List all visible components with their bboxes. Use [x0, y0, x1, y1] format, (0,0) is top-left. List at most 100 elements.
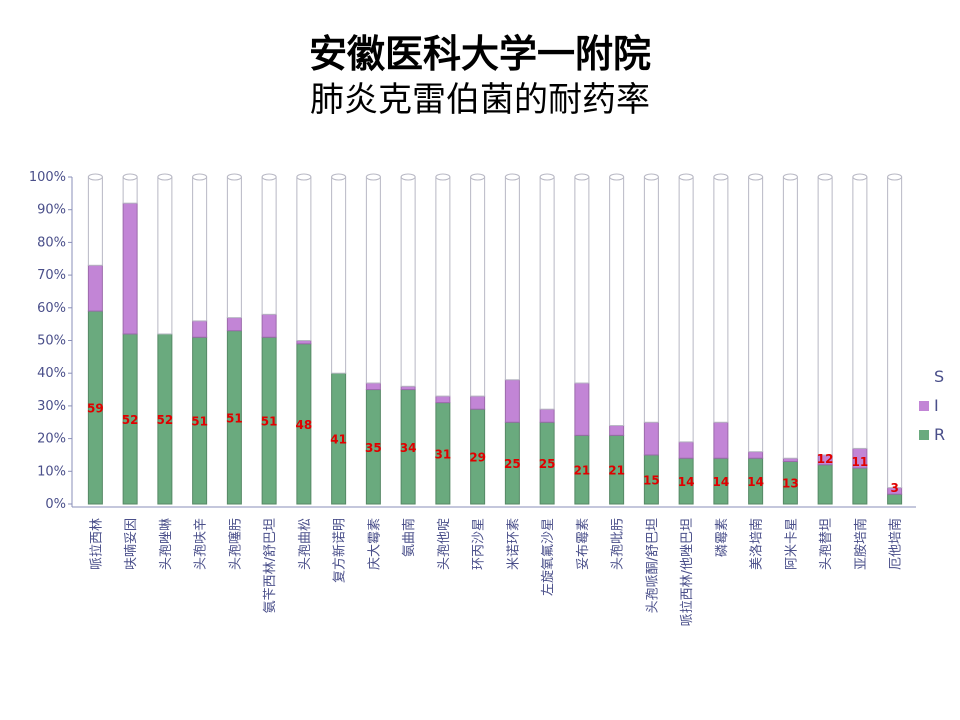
bar-segment-R: [852, 467, 868, 505]
data-label: 51: [261, 415, 278, 429]
x-category-label: 环丙沙星: [472, 518, 487, 570]
bar-group: [122, 173, 138, 505]
bar-group: [192, 173, 208, 505]
bar-top-cap: [574, 173, 590, 181]
bar-group: [261, 173, 277, 505]
bar-segment-I: [435, 395, 451, 404]
x-category-label: 复方新诺明: [332, 518, 348, 583]
data-label: 25: [504, 457, 521, 471]
bar-top-cap: [713, 173, 729, 181]
bar-segment-I: [192, 320, 208, 338]
y-tick-label: 0%: [45, 497, 66, 512]
bar-top-cap: [331, 173, 347, 181]
y-tick-label: 10%: [37, 464, 66, 479]
bar-segment-S: [539, 176, 555, 410]
bar-segment-S: [643, 176, 659, 423]
bar-group: [296, 173, 312, 505]
bar-top-cap: [504, 173, 520, 181]
bar-segment-I: [226, 317, 242, 332]
bar-group: [574, 173, 590, 505]
bar-segment-I: [748, 451, 764, 459]
bar-segment-I: [470, 395, 486, 410]
bar-segment-S: [435, 176, 451, 397]
bar-segment-R: [887, 493, 903, 505]
data-label: 12: [817, 452, 834, 466]
bar-segment-S: [122, 176, 138, 204]
x-category-label: 头孢替坦: [819, 518, 834, 570]
bar-top-cap: [643, 173, 659, 181]
bar-group: [400, 173, 416, 505]
bar-segment-S: [817, 176, 833, 456]
bar-segment-S: [609, 176, 625, 427]
data-label: 41: [330, 433, 347, 447]
bar-segment-S: [296, 176, 312, 341]
bar-segment-I: [539, 408, 555, 423]
y-tick-label: 60%: [37, 301, 66, 316]
bar-segment-I: [713, 421, 729, 459]
bar-group: [713, 173, 729, 505]
bar-group: [435, 173, 451, 505]
title-block: 安徽医科大学一附院 肺炎克雷伯菌的耐药率: [0, 30, 960, 122]
bar-segment-S: [678, 176, 694, 443]
data-label: 13: [782, 477, 799, 491]
bar-group: [504, 173, 520, 505]
x-category-label: 呋喃妥因: [124, 518, 139, 570]
y-tick-label: 100%: [29, 170, 66, 185]
y-tick-label: 50%: [37, 334, 66, 349]
data-label: 11: [852, 455, 869, 469]
bar-segment-I: [87, 264, 103, 312]
y-tick-label: 80%: [37, 235, 66, 250]
bar-segment-S: [782, 176, 798, 459]
data-label: 31: [435, 447, 452, 461]
bar-segment-S: [748, 176, 764, 453]
bar-segment-S: [365, 176, 381, 384]
data-label: 51: [226, 411, 243, 425]
bar-group: [643, 173, 659, 505]
bar-top-cap: [748, 173, 764, 181]
legend: SIR: [919, 367, 945, 444]
x-category-label: 亚胺培南: [853, 518, 869, 570]
bar-group: [365, 173, 381, 505]
x-category-label: 头孢呋辛: [194, 518, 209, 570]
y-tick-label: 90%: [37, 203, 66, 218]
x-category-label: 庆大霉素: [367, 518, 382, 570]
x-category-label: 哌拉西林: [88, 518, 104, 570]
bar-group: [87, 173, 103, 505]
data-label: 14: [678, 475, 695, 489]
data-label: 14: [713, 475, 730, 489]
bar-segment-S: [226, 176, 242, 319]
bar-top-cap: [678, 173, 694, 181]
bar-segment-S: [887, 176, 903, 489]
x-category-label: 阿米卡星: [784, 518, 799, 570]
bar-group: [678, 173, 694, 505]
bar-segment-I: [643, 421, 659, 456]
bar-group: [157, 173, 173, 505]
data-label: 15: [643, 473, 660, 487]
x-category-label: 头孢吡肟: [611, 518, 626, 570]
data-label: 21: [574, 464, 591, 478]
legend-swatch-I: [919, 401, 929, 411]
bar-segment-I: [574, 382, 590, 436]
data-label: 52: [157, 413, 174, 427]
x-category-label: 头孢唑啉: [158, 518, 174, 570]
x-category-label: 磷霉素: [715, 518, 730, 557]
bar-top-cap: [122, 173, 138, 181]
data-label: 48: [296, 418, 313, 432]
bar-top-cap: [365, 173, 381, 181]
bar-segment-I: [678, 441, 694, 459]
bar-top-cap: [470, 173, 486, 181]
bar-segment-S: [713, 176, 729, 423]
bar-segment-S: [504, 176, 520, 381]
bar-segment-S: [331, 176, 347, 374]
bar-top-cap: [887, 173, 903, 181]
data-label: 35: [365, 441, 382, 455]
bar-segment-S: [157, 176, 173, 335]
bar-top-cap: [435, 173, 451, 181]
legend-swatch-R: [919, 430, 929, 440]
chart-title: 安徽医科大学一附院: [308, 31, 651, 76]
x-category-label: 哌拉西林/他唑巴坦: [679, 518, 695, 626]
bar-top-cap: [296, 173, 312, 181]
bar-top-cap: [782, 173, 798, 181]
x-category-label: 妥布霉素: [576, 518, 591, 570]
